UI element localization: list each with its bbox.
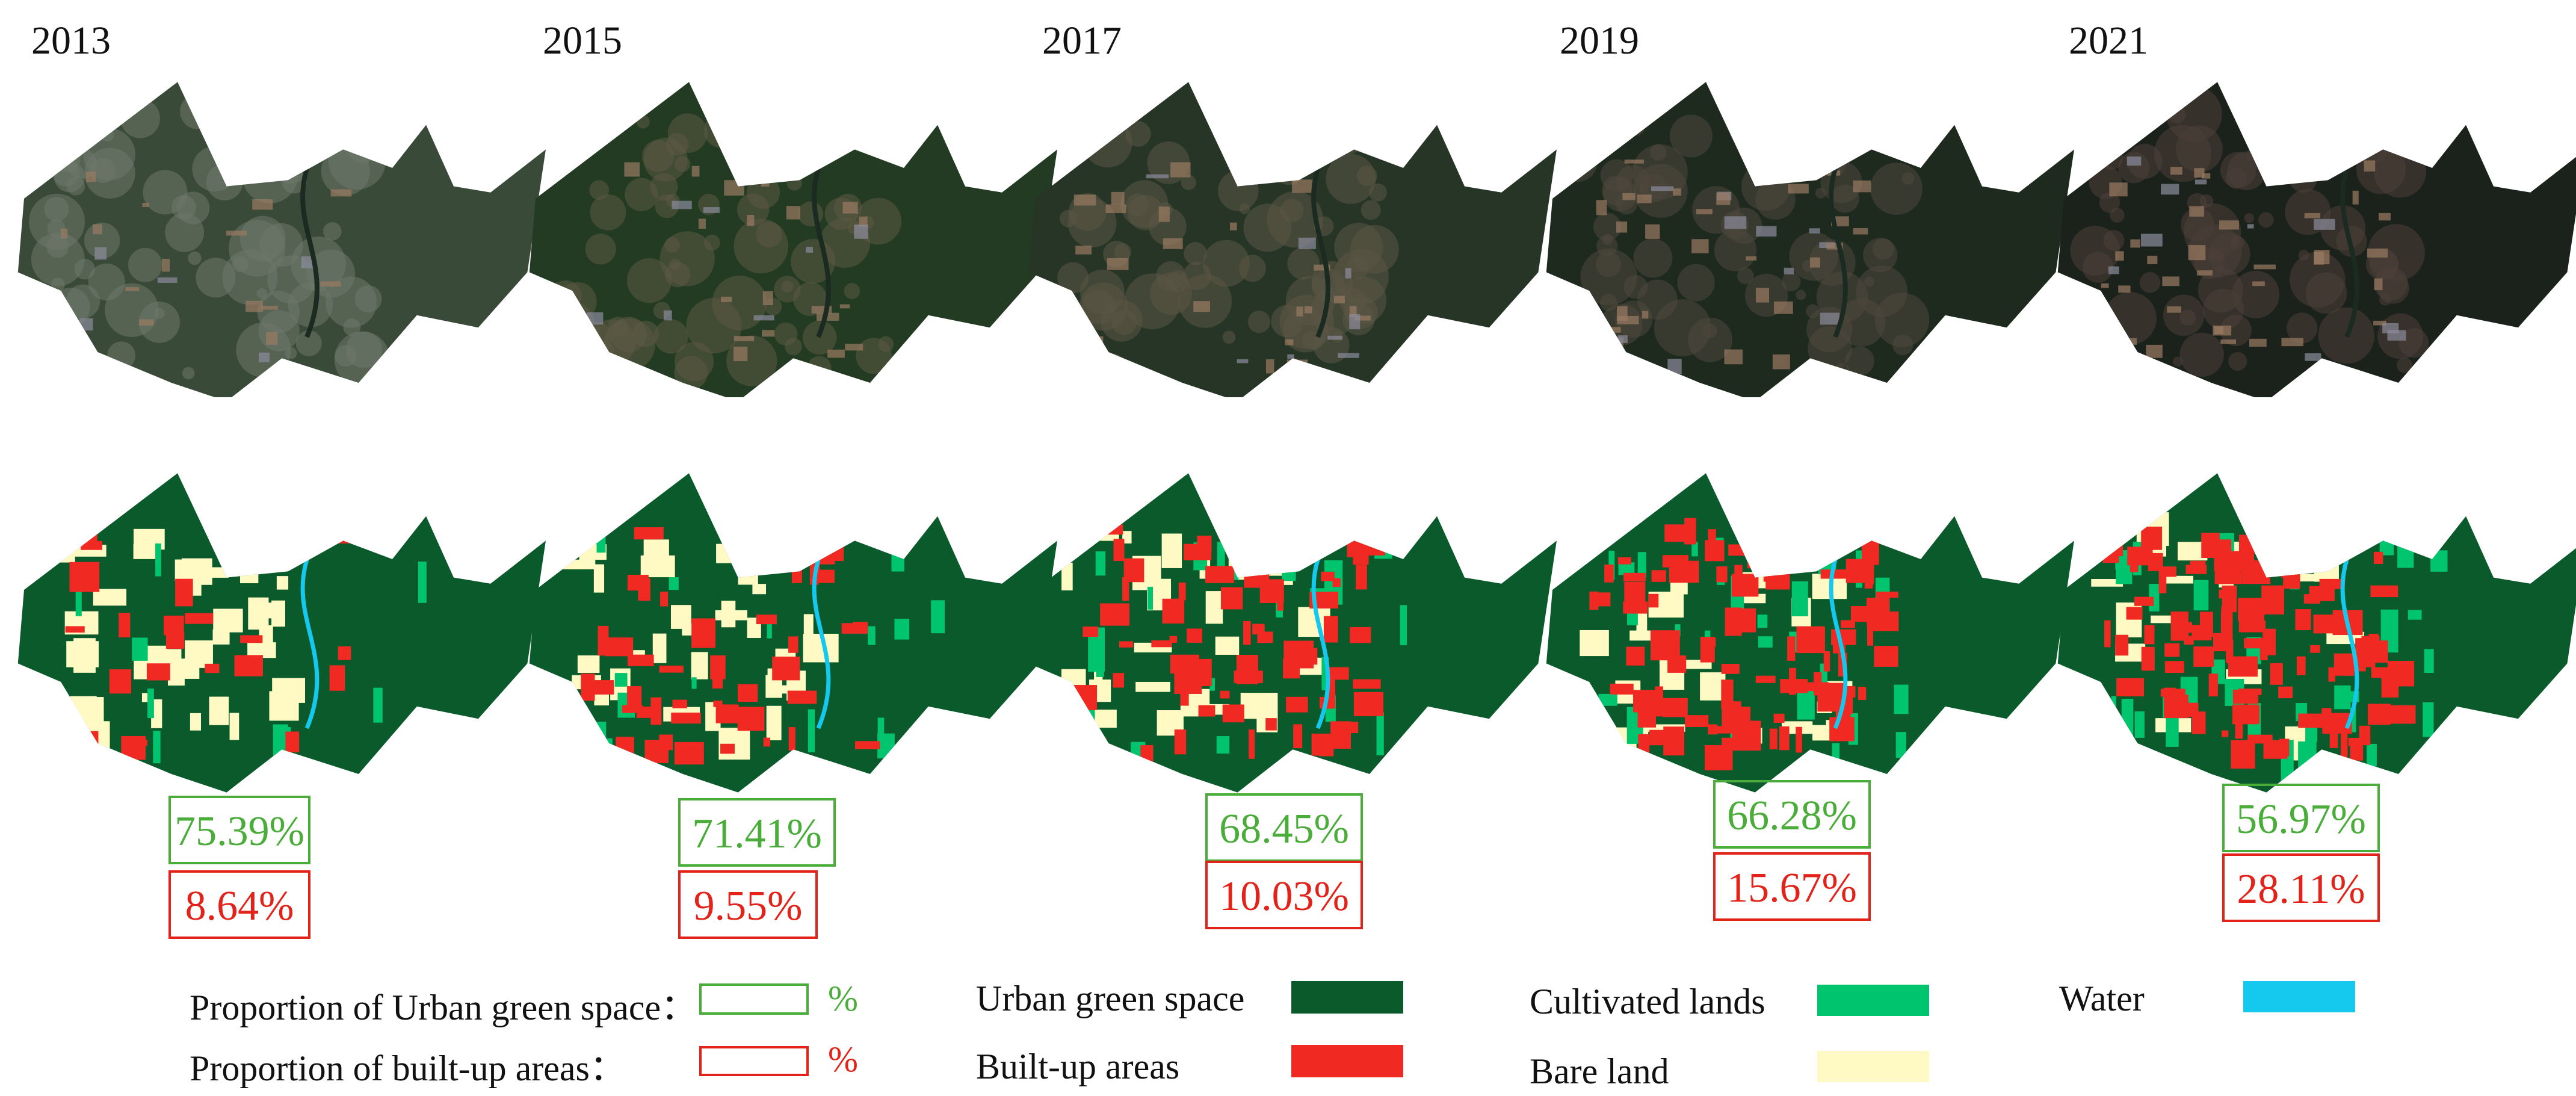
satellite-image-2019 [1546, 82, 2074, 397]
legend-built-up-areas-label: Built-up areas [976, 1047, 1180, 1086]
satellite-image-2017 [1028, 82, 1557, 397]
year-label-2019: 2019 [1560, 19, 1639, 63]
legend-urban-green-space-label: Urban green space [976, 979, 1245, 1018]
classification-map-2019 [1546, 473, 2074, 793]
legend-built-proportion-label: Proportion of built-up areas： [190, 1048, 626, 1088]
legend-cultivated-lands-label: Cultivated lands [1530, 982, 1765, 1021]
built-proportion-2019: 15.67% [1713, 852, 1871, 921]
legend-built-proportion-box [699, 1046, 809, 1076]
built-proportion-2013: 8.64% [168, 870, 310, 939]
year-label-2021: 2021 [2069, 19, 2148, 63]
classification-map-2013 [17, 473, 546, 793]
legend-built-up-areas-swatch [1291, 1045, 1403, 1077]
legend-cultivated-lands-swatch [1817, 985, 1929, 1016]
legend-green-proportion-label: Proportion of Urban green space： [190, 988, 697, 1027]
legend-green-percent: % [828, 979, 858, 1018]
legend-water-swatch [2243, 981, 2355, 1012]
classification-map-2015 [529, 473, 1057, 793]
built-proportion-2017: 10.03% [1205, 861, 1363, 929]
classification-map-2021 [2057, 473, 2576, 793]
green-proportion-2017: 68.45% [1205, 793, 1363, 862]
legend-bare-land-swatch [1817, 1051, 1929, 1082]
green-proportion-2013: 75.39% [168, 796, 310, 864]
legend-urban-green-space-swatch [1291, 981, 1403, 1014]
year-label-2013: 2013 [31, 19, 111, 63]
legend-water-label: Water [2059, 979, 2145, 1018]
green-proportion-2015: 71.41% [678, 798, 836, 867]
satellite-image-2013 [17, 82, 546, 397]
legend-bare-land-label: Bare land [1530, 1051, 1669, 1091]
satellite-image-2021 [2057, 82, 2576, 397]
year-label-2017: 2017 [1042, 19, 1122, 63]
green-proportion-2019: 66.28% [1713, 780, 1871, 849]
satellite-image-2015 [529, 82, 1057, 397]
legend-green-proportion-box [699, 983, 809, 1015]
built-proportion-2021: 28.11% [2222, 853, 2380, 922]
legend-built-percent: % [828, 1039, 858, 1079]
built-proportion-2015: 9.55% [678, 870, 818, 939]
green-proportion-2021: 56.97% [2222, 784, 2380, 852]
year-label-2015: 2015 [543, 19, 622, 63]
classification-map-2017 [1028, 473, 1557, 793]
